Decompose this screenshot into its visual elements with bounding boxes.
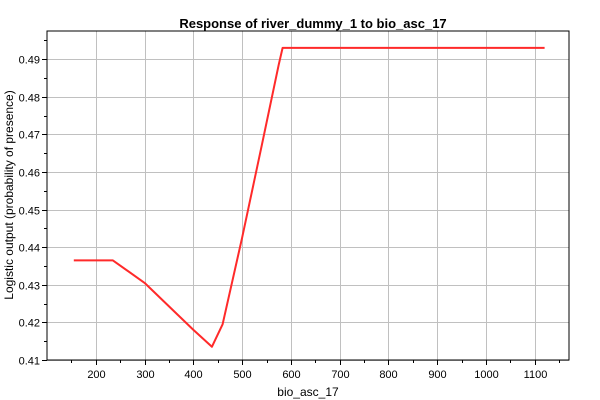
y-tick-label: 0.41	[19, 356, 40, 368]
chart-title: Response of river_dummy_1 to bio_asc_17	[179, 16, 446, 31]
x-tick-label: 1100	[524, 369, 548, 381]
x-tick-label: 300	[136, 369, 154, 381]
plot-frame	[46, 30, 570, 361]
x-axis-label: bio_asc_17	[277, 385, 339, 399]
x-tick-label: 600	[282, 369, 300, 381]
x-tick-label: 1000	[474, 369, 498, 381]
y-tick-label: 0.48	[19, 93, 40, 105]
x-tick-label: 500	[233, 369, 251, 381]
response-curve	[73, 46, 545, 348]
y-tick-label: 0.49	[19, 55, 40, 67]
x-tick-label: 200	[87, 369, 105, 381]
grid-lines	[47, 31, 569, 361]
y-tick-label: 0.45	[19, 206, 40, 218]
x-tick-label: 700	[331, 369, 349, 381]
y-tick-label: 0.42	[19, 318, 40, 330]
axis-ticks: 200 300 400 500 600 700 800 900 1000 1100 0.41 0.42…	[19, 40, 560, 381]
y-axis-label: Logistic output (probability of presence…	[2, 90, 16, 299]
x-tick-label: 400	[184, 369, 202, 381]
x-tick-label: 900	[428, 369, 446, 381]
y-tick-label: 0.43	[19, 281, 40, 293]
y-tick-label: 0.47	[19, 130, 40, 142]
x-tick-label: 800	[379, 369, 397, 381]
y-tick-label: 0.46	[19, 168, 40, 180]
series-layer	[73, 46, 545, 348]
y-tick-label: 0.44	[19, 243, 40, 255]
